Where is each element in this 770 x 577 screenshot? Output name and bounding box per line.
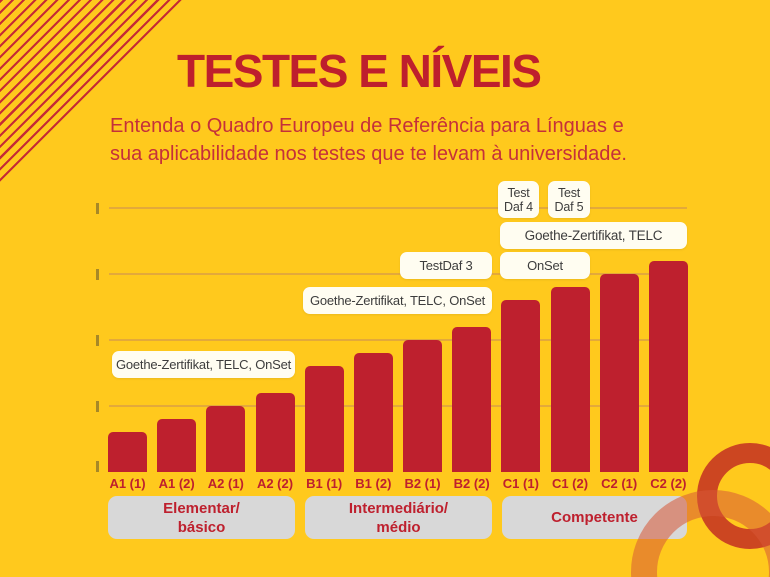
bar-c1-1 — [501, 300, 541, 472]
level-group-label: Intermediário/ — [348, 499, 449, 517]
annotation-test-daf-5: Test Daf 5 — [548, 181, 590, 218]
annotation-testdaf-3: TestDaf 3 — [400, 252, 492, 279]
bar-b1-1 — [304, 366, 344, 472]
gridline — [109, 405, 687, 407]
subtitle-line-1: Entenda o Quadro Europeu de Referência p… — [110, 115, 624, 137]
page-title: TESTES E NÍVEIS — [177, 45, 542, 97]
level-group-label: médio — [376, 518, 421, 536]
annotation-test-daf-4: Test Daf 4 — [498, 181, 539, 218]
subtitle-line-2: sua aplicabilidade nos testes que te lev… — [110, 143, 627, 165]
y-axis-tick — [96, 400, 99, 412]
bar-a1-1 — [108, 432, 147, 472]
annotation-line: Daf 4 — [504, 199, 533, 214]
annotation-onset: OnSet — [500, 252, 590, 279]
annotation-goethe-zertifikat-telc-onset: Goethe-Zertifikat, TELC, OnSet — [112, 351, 295, 378]
x-label-b2-1: B2 (1) — [404, 476, 441, 491]
level-group-label: Elementar/ — [163, 499, 240, 517]
x-label-c1-1: C1 (1) — [502, 476, 539, 491]
bar-a1-2 — [157, 419, 197, 472]
level-group-label: Competente — [551, 509, 638, 526]
annotation-line: Test — [557, 185, 581, 200]
gridline — [109, 207, 687, 209]
level-group-elementar: Elementar/básico — [108, 496, 295, 539]
y-axis-tick — [96, 334, 99, 346]
y-axis-tick — [96, 460, 99, 472]
bar-b2-1 — [403, 340, 443, 472]
level-group-label: básico — [177, 518, 226, 536]
annotation-line: Goethe-Zertifikat, TELC, OnSet — [115, 357, 292, 372]
gridline — [109, 273, 687, 275]
x-label-b1-2: B1 (2) — [355, 476, 392, 491]
page-subtitle: Entenda o Quadro Europeu de Referência p… — [110, 112, 627, 168]
y-axis-tick — [96, 268, 99, 280]
x-label-b2-2: B2 (2) — [453, 476, 490, 491]
x-label-a2-2: A2 (2) — [256, 476, 294, 491]
x-label-c1-2: C1 (2) — [551, 476, 589, 491]
annotation-line: Test — [507, 185, 530, 200]
annotation-line: TestDaf 3 — [419, 258, 473, 273]
bar-c1-2 — [550, 287, 590, 472]
bar-b1-2 — [353, 353, 393, 472]
bar-a2-1 — [206, 406, 246, 472]
y-axis-tick — [96, 202, 99, 214]
annotation-line: OnSet — [527, 258, 563, 273]
gridline — [109, 339, 687, 341]
annotation-line: Goethe-Zertifikat, TELC, OnSet — [309, 293, 486, 308]
annotation-goethe-zertifikat-telc-onset: Goethe-Zertifikat, TELC, OnSet — [303, 287, 492, 314]
x-label-a2-1: A2 (1) — [207, 476, 244, 491]
bar-c2-1 — [599, 274, 639, 472]
x-label-a1-1: A1 (1) — [109, 476, 146, 491]
annotation-line: Goethe-Zertifikat, TELC — [524, 228, 663, 243]
bar-b2-2 — [452, 326, 492, 472]
annotation-goethe-zertifikat-telc: Goethe-Zertifikat, TELC — [500, 222, 687, 249]
bar-a2-2 — [255, 392, 295, 472]
annotation-line: Daf 5 — [554, 199, 584, 214]
x-label-c2-1: C2 (1) — [601, 476, 638, 491]
level-group-intermedi-rio: Intermediário/médio — [305, 496, 492, 539]
bar-c2-2 — [648, 260, 688, 472]
x-label-c2-2: C2 (2) — [650, 476, 687, 491]
x-label-b1-1: B1 (1) — [306, 476, 343, 491]
x-label-a1-2: A1 (2) — [158, 476, 195, 491]
